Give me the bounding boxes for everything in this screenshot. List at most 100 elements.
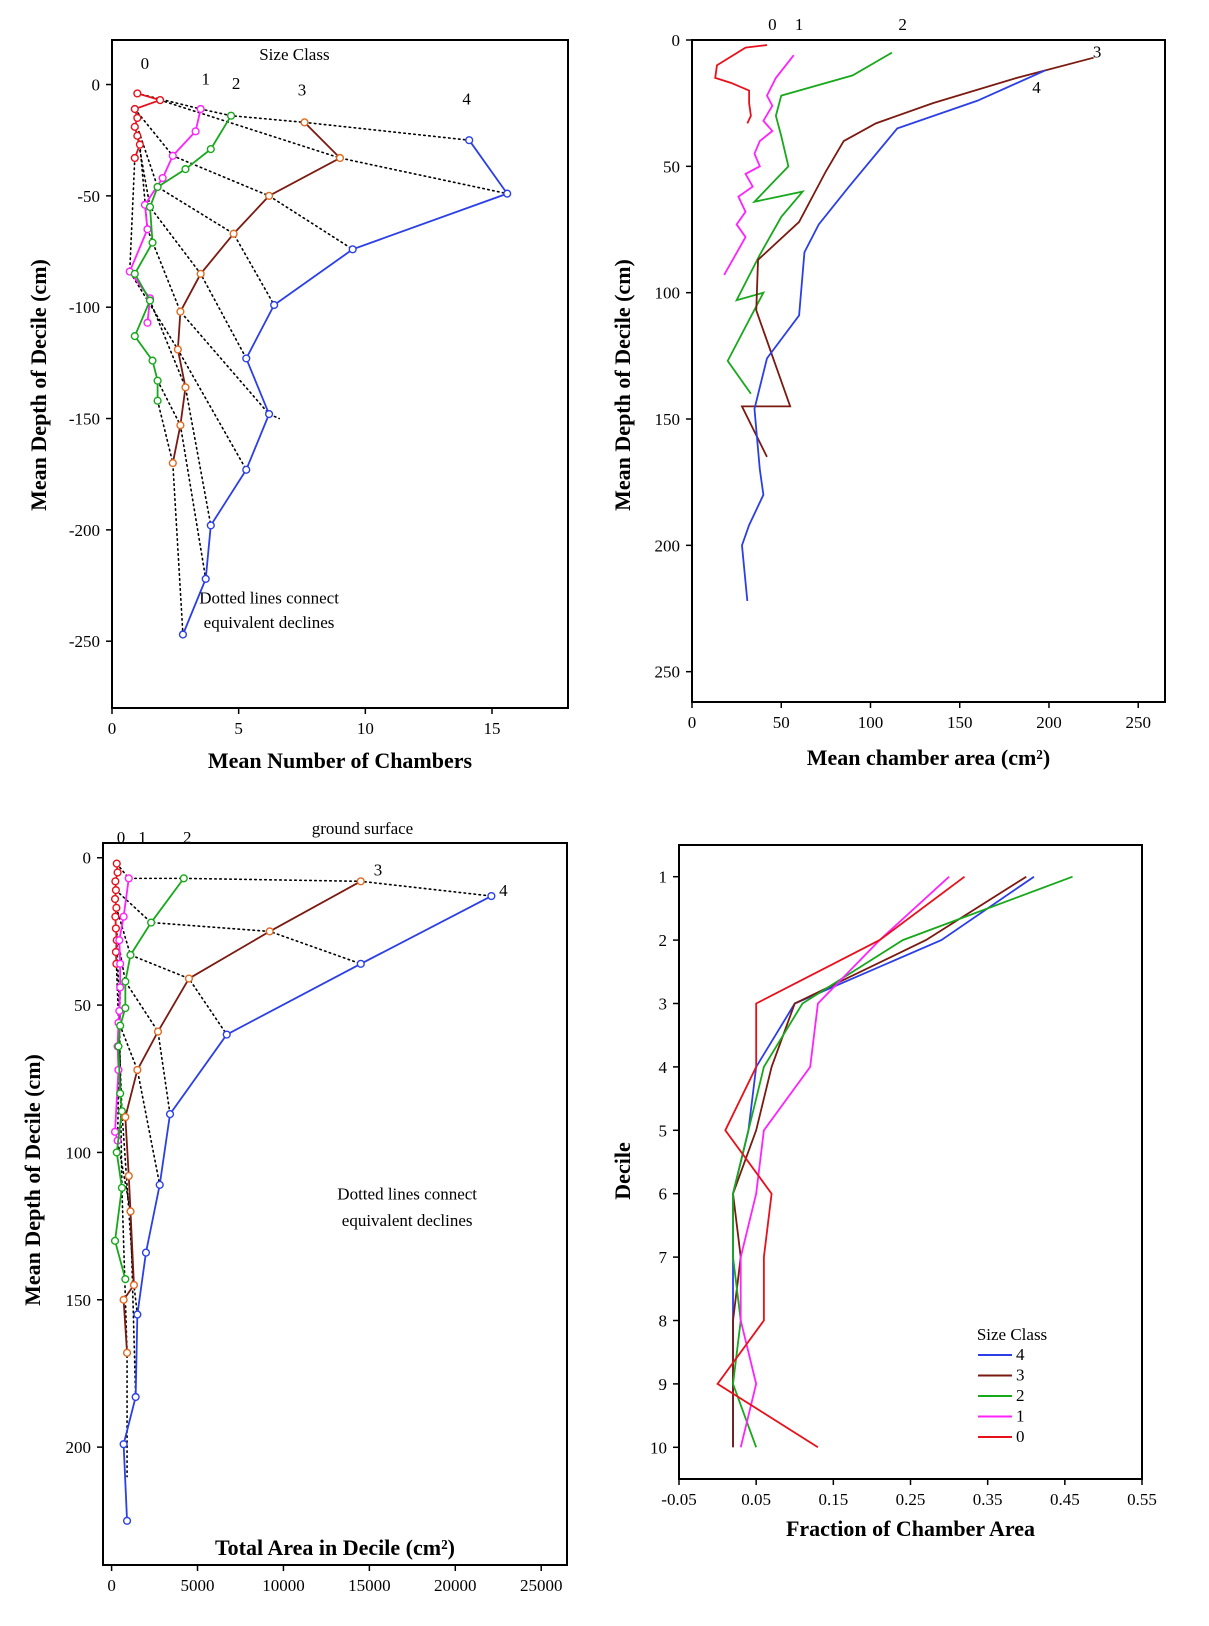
- series-line-size-class-1: [723, 54, 795, 276]
- data-point-size-class-2: [179, 874, 188, 883]
- data-point-size-class-1: [158, 173, 167, 183]
- data-point-size-class-2: [145, 296, 155, 305]
- data-point-size-class-1: [116, 959, 125, 968]
- x-tick-label: 0.45: [1050, 1490, 1080, 1509]
- equivalent-decline-dotted-line: [136, 134, 248, 360]
- data-point-size-class-1: [143, 225, 152, 234]
- series-label-size-class-0: 0: [141, 54, 150, 73]
- y-tick-label: -100: [69, 298, 100, 317]
- data-point-size-class-2: [121, 1003, 130, 1013]
- y-axis-title: Mean Depth of Decile (cm): [610, 259, 635, 511]
- data-point-size-class-3: [229, 229, 238, 238]
- data-point-size-class-3: [122, 1348, 132, 1357]
- chart-annotation: Size Class: [259, 45, 329, 64]
- data-point-size-class-0: [111, 877, 120, 886]
- series-label-size-class-1: 1: [201, 70, 210, 89]
- data-point-size-class-4: [178, 630, 188, 639]
- data-point-size-class-4: [465, 136, 474, 145]
- equivalent-decline-dotted-line: [115, 889, 362, 965]
- x-tick-label: 250: [1125, 713, 1151, 732]
- data-point-size-class-3: [265, 927, 274, 936]
- chart-total-area-in-decile: 0 5000 10000 15000 20000 25000 0 50 100 150 200 Tot…: [0, 800, 600, 1626]
- y-tick-label: 200: [66, 1438, 92, 1457]
- data-point-size-class-1: [168, 151, 177, 160]
- legend-entry-label: 2: [1016, 1386, 1025, 1405]
- series-label-size-class-3: 3: [374, 860, 383, 879]
- series-line-size-class-3: [740, 56, 1094, 458]
- data-point-size-class-0: [111, 886, 120, 895]
- y-tick-label: 50: [74, 996, 91, 1015]
- data-point-size-class-2: [153, 396, 162, 405]
- data-point-size-class-2: [130, 269, 139, 278]
- series-line-size-class-3: [732, 875, 1027, 1448]
- x-tick-label: 0: [688, 713, 697, 732]
- chart-mean-number-of-chambers: 0 5 10 15 0 -50 -100 -150 -200 -250 Mean Number of…: [0, 0, 600, 800]
- data-point-size-class-3: [133, 1065, 142, 1075]
- data-point-size-class-1: [115, 936, 124, 945]
- x-tick-label: 15000: [348, 1576, 391, 1595]
- y-tick-label: 9: [659, 1375, 668, 1394]
- data-point-size-class-0: [130, 153, 139, 163]
- chart-annotation: equivalent declines: [342, 1211, 473, 1230]
- x-tick-label: 10: [357, 719, 374, 738]
- y-tick-label: 50: [663, 157, 680, 176]
- data-point-size-class-1: [191, 127, 200, 136]
- equivalent-decline-dotted-line: [156, 399, 184, 636]
- series-label-size-class-2: 2: [232, 74, 241, 93]
- data-point-size-class-0: [112, 903, 121, 912]
- series-line-size-class-0: [716, 875, 966, 1449]
- data-point-size-class-2: [112, 1148, 121, 1157]
- legend-entry-label: 0: [1016, 1427, 1025, 1446]
- y-tick-label: -150: [69, 410, 100, 429]
- data-point-size-class-4: [270, 300, 279, 310]
- x-tick-label: -0.05: [661, 1490, 696, 1509]
- y-tick-label: 10: [650, 1438, 667, 1457]
- data-point-size-class-3: [264, 191, 274, 200]
- y-tick-label: 2: [659, 931, 668, 950]
- data-point-size-class-2: [117, 1183, 127, 1192]
- x-axis-title: Mean chamber area (cm²): [807, 745, 1050, 770]
- series-line-size-class-3: [171, 121, 342, 464]
- y-axis-title: Decile: [610, 1142, 635, 1200]
- data-point-size-class-1: [196, 104, 205, 114]
- data-point-size-class-4: [141, 1248, 151, 1257]
- series-line-size-class-2: [726, 51, 893, 395]
- series-label-size-class-1: 1: [795, 15, 804, 34]
- equivalent-decline-dotted-line: [115, 907, 228, 1036]
- x-tick-label: 5000: [181, 1576, 215, 1595]
- x-tick-label: 150: [947, 713, 973, 732]
- data-point-size-class-0: [156, 96, 165, 105]
- data-point-size-class-3: [184, 974, 194, 983]
- data-point-size-class-2: [116, 1089, 125, 1098]
- data-point-size-class-4: [165, 1110, 175, 1119]
- y-tick-label: 0: [672, 31, 681, 50]
- data-point-size-class-2: [148, 238, 157, 247]
- y-tick-label: 7: [659, 1248, 668, 1267]
- series-label-size-class-3: 3: [1093, 43, 1102, 62]
- x-tick-label: 0: [108, 719, 117, 738]
- legend-entry-label: 4: [1016, 1345, 1025, 1364]
- x-tick-label: 0.05: [741, 1490, 771, 1509]
- x-tick-label: 200: [1036, 713, 1062, 732]
- chart-fraction-of-chamber-area: -0.05 0.05 0.15 0.25 0.35 0.45 0.55 1 2 3 4 5 6 7 8 9 10…: [600, 800, 1209, 1626]
- data-point-size-class-4: [242, 465, 251, 474]
- y-tick-label: -50: [77, 187, 100, 206]
- data-point-size-class-0: [110, 894, 120, 904]
- chart-annotation: ground surface: [312, 819, 414, 838]
- data-point-size-class-4: [264, 409, 274, 419]
- data-point-size-class-2: [181, 165, 190, 174]
- data-point-size-class-2: [148, 356, 157, 365]
- data-point-size-class-2: [226, 111, 236, 120]
- data-point-size-class-0: [133, 89, 142, 98]
- data-point-size-class-0: [113, 868, 122, 877]
- data-point-size-class-3: [121, 1112, 130, 1122]
- y-tick-label: 250: [655, 663, 681, 682]
- data-point-size-class-4: [201, 574, 210, 583]
- x-tick-label: 0.15: [818, 1490, 848, 1509]
- data-point-size-class-0: [130, 122, 139, 131]
- data-point-size-class-1: [124, 874, 133, 883]
- y-tick-label: 100: [655, 284, 681, 303]
- chamber-area-chart-svg: 0 50 100 150 200 250 0 50 100 150 200 250 Mean chamb…: [610, 15, 1166, 770]
- series-label-size-class-1: 1: [138, 828, 147, 847]
